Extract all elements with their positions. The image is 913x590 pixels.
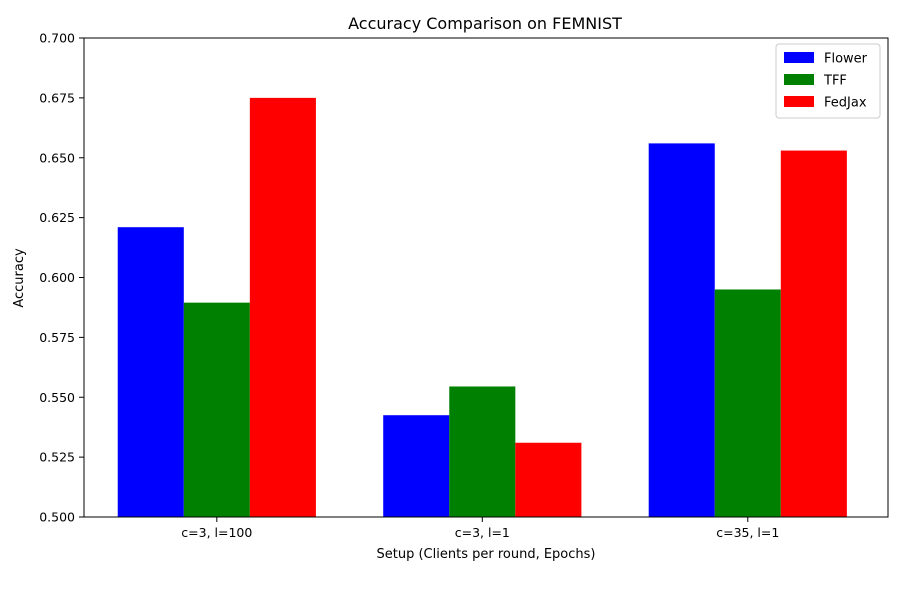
bar-tff-2 — [449, 386, 516, 517]
y-tick-label: 0.525 — [39, 450, 75, 465]
legend: Flower TFF FedJax — [775, 43, 881, 119]
y-axis-label: Accuracy — [12, 248, 27, 308]
chart-title: Accuracy Comparison on FEMNIST — [348, 14, 622, 33]
bar-fedjax-1 — [249, 97, 316, 518]
y-tick-label: 0.650 — [39, 150, 75, 165]
bar-tff-1 — [183, 302, 250, 517]
bar-fedjax-3 — [780, 150, 847, 517]
x-tick-label: c=3, l=1 — [455, 525, 510, 540]
legend-swatch-fedjax — [784, 96, 814, 107]
y-tick-label: 0.600 — [39, 270, 75, 285]
legend-label-flower: Flower — [824, 52, 868, 67]
legend-swatch-flower — [784, 52, 814, 63]
y-axis: 0.500 0.525 0.550 0.575 0.600 0.625 0.650 0.675… — [39, 31, 84, 525]
x-axis-label: Setup (Clients per round, Epochs) — [377, 547, 596, 562]
x-tick-label: c=35, l=1 — [716, 525, 779, 540]
bar-flower-2 — [383, 415, 450, 517]
plot-frame — [83, 37, 889, 518]
y-tick-label: 0.550 — [39, 390, 75, 405]
bar-fedjax-2 — [515, 442, 582, 517]
bar-flower-3 — [648, 143, 715, 517]
bars-group — [117, 97, 847, 518]
legend-label-tff: TFF — [823, 74, 847, 89]
legend-label-fedjax: FedJax — [824, 96, 867, 111]
y-tick-label: 0.675 — [39, 90, 75, 105]
y-tick-label: 0.625 — [39, 210, 75, 225]
y-tick-label: 0.500 — [39, 510, 75, 525]
bar-flower-1 — [117, 227, 184, 517]
y-tick-label: 0.575 — [39, 330, 75, 345]
x-axis: c=3, l=100 c=3, l=1 c=35, l=1 — [181, 517, 779, 540]
bar-tff-3 — [714, 289, 781, 517]
y-tick-label: 0.700 — [39, 31, 75, 46]
legend-swatch-tff — [784, 74, 814, 85]
x-tick-label: c=3, l=100 — [181, 525, 252, 540]
